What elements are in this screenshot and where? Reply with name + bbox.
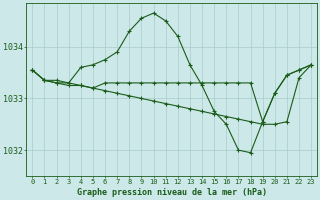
X-axis label: Graphe pression niveau de la mer (hPa): Graphe pression niveau de la mer (hPa)	[77, 188, 267, 197]
